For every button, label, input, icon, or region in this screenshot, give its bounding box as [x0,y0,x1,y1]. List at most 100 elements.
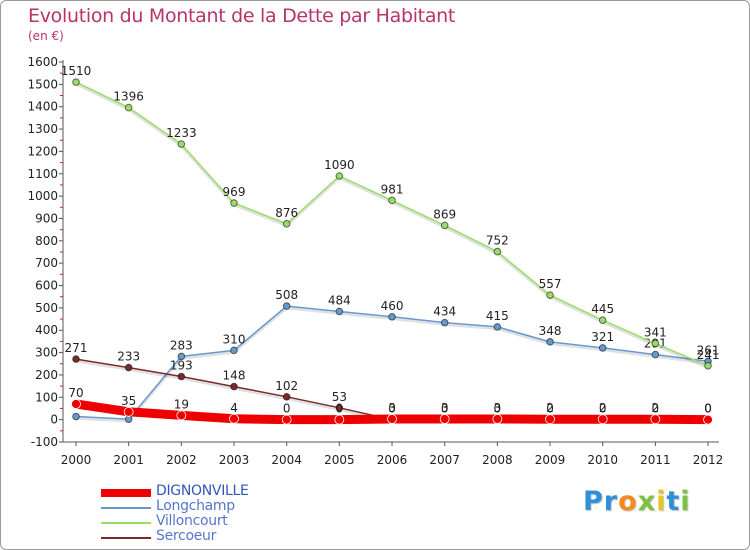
y-tick-label: 1400 [27,100,58,114]
y-tick-label: 200 [35,368,58,382]
x-tick-label: 2007 [429,453,460,467]
data-point-dignonville [281,414,292,425]
unit-label: (en €) [28,29,64,43]
data-point-longchamp [124,415,133,424]
logo-letter: i [680,486,691,517]
x-tick-label: 2012 [693,453,724,467]
data-label-sercoeur: 0 [704,402,712,416]
y-tick-label: 1600 [27,55,58,69]
logo-letter: t [666,486,681,517]
data-point-villoncourt [598,316,607,324]
x-tick-label: 2010 [587,453,618,467]
data-point-longchamp [230,346,238,355]
data-point-villoncourt [230,199,238,207]
y-tick-label: 600 [35,279,58,293]
y-tick-label: 1100 [27,167,58,181]
data-point-dignonville [545,414,555,425]
data-point-dignonville [176,410,187,421]
data-label-sercoeur: 271 [65,341,88,355]
x-tick-label: 2009 [535,453,566,467]
data-point-dignonville [703,414,713,425]
data-point-villoncourt [72,78,80,86]
data-point-villoncourt [704,361,712,370]
data-label-dignonville: 3 [494,401,502,415]
data-label-longchamp: 508 [275,288,298,302]
data-label-sercoeur: 148 [223,369,246,383]
data-point-longchamp [598,344,607,352]
data-point-longchamp [282,302,291,310]
x-tick-label: 2003 [219,453,250,467]
data-point-longchamp [72,412,80,421]
data-point-longchamp [651,350,660,359]
data-point-sercoeur [124,363,133,372]
data-label-sercoeur: 0 [441,402,449,416]
x-tick-label: 2002 [166,453,197,467]
data-label-longchamp: 484 [328,293,351,307]
data-label-villoncourt: 869 [433,207,456,221]
y-tick-label: 800 [35,234,58,248]
data-label-longchamp: 348 [539,324,562,338]
y-tick-label: 500 [35,301,58,315]
data-point-villoncourt [440,221,449,230]
data-label-villoncourt: 557 [539,277,562,291]
y-tick-label: 1000 [27,189,58,203]
data-label-villoncourt: 752 [486,234,509,248]
x-tick-label: 2004 [271,453,302,467]
data-label-dignonville: 2 [599,401,607,415]
data-label-sercoeur: 0 [652,402,660,416]
logo-letter: r [603,486,619,517]
data-label-villoncourt: 241 [697,348,720,362]
data-label-sercoeur: 0 [546,402,554,416]
x-tick-label: 2001 [113,453,144,467]
data-point-dignonville [387,414,397,424]
data-point-longchamp [440,318,449,327]
legend-label: Sercoeur [156,528,217,544]
x-tick-label: 2011 [640,453,671,467]
data-label-sercoeur: 0 [599,402,607,416]
data-label-sercoeur: 193 [170,359,193,373]
x-tick-label: 2006 [377,453,408,467]
x-tick-label: 2000 [61,453,92,467]
data-point-dignonville [334,414,345,425]
proxiti-logo: Proxiti [583,486,691,517]
data-label-dignonville: 3 [441,401,449,415]
legend-label: Longchamp [156,498,235,514]
data-point-dignonville [597,414,608,425]
data-label-longchamp: 321 [591,330,614,344]
data-point-sercoeur [230,382,238,391]
data-point-villoncourt [124,103,133,112]
y-tick-label: 300 [35,346,58,360]
data-point-villoncourt [546,291,554,299]
data-label-longchamp: 283 [170,338,193,352]
data-label-sercoeur: 233 [117,350,140,364]
data-label-villoncourt: 969 [223,185,246,199]
y-tick-label: 100 [35,390,58,404]
data-label-villoncourt: 1090 [324,158,355,172]
x-tick-label: 2005 [324,453,355,467]
y-tick-label: 1200 [27,144,58,158]
data-point-sercoeur [72,355,80,363]
data-label-sercoeur: 0 [388,402,396,416]
legend-label: DIGNONVILLE [156,483,249,499]
data-point-dignonville [123,406,134,417]
logo-letter: P [583,486,604,517]
logo-letter: o [618,486,638,517]
data-point-dignonville [650,414,661,425]
data-point-dignonville [71,399,81,409]
y-tick-label: 1300 [27,122,58,136]
y-tick-label: 700 [35,256,58,270]
data-label-villoncourt: 1510 [61,64,92,78]
data-label-dignonville: 19 [174,397,189,411]
data-label-sercoeur: 53 [332,390,347,404]
y-tick-label: -100 [31,435,58,449]
data-point-longchamp [177,352,186,361]
data-label-sercoeur: 102 [275,379,298,393]
logo-letter: i [656,486,667,517]
data-point-villoncourt [388,196,396,205]
data-label-longchamp: 310 [223,332,246,346]
y-tick-label: 900 [35,211,58,225]
x-tick-label: 2008 [482,453,513,467]
data-label-longchamp: 261 [697,343,720,357]
